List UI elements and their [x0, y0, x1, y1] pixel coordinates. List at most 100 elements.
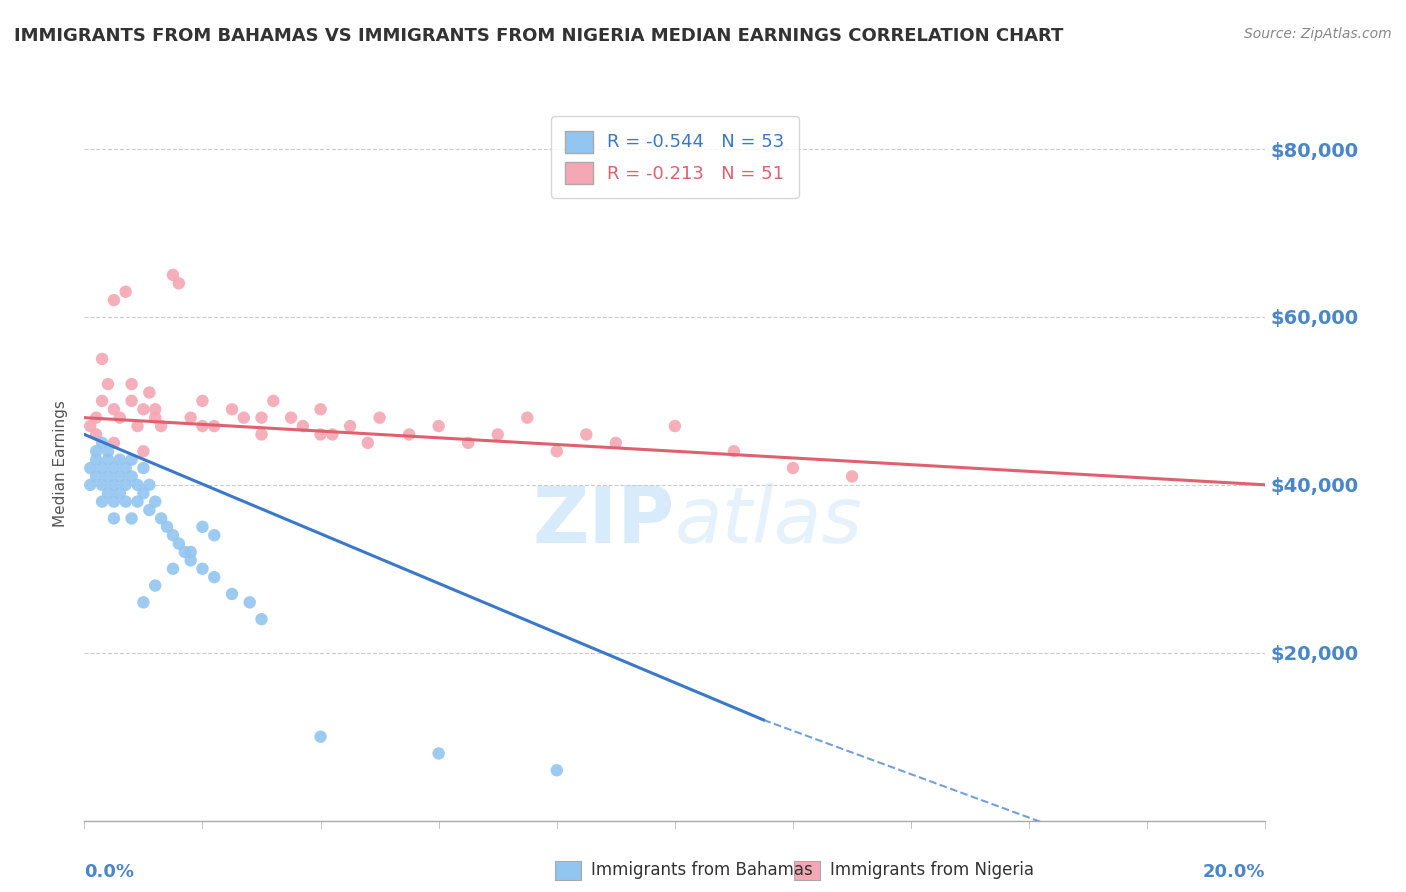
Point: [127, 494, 149, 508]
Point: [191, 520, 214, 534]
Point: [357, 435, 380, 450]
Text: 20.0%: 20.0%: [1204, 863, 1265, 881]
Point: [841, 469, 863, 483]
Text: Source: ZipAtlas.com: Source: ZipAtlas.com: [1244, 27, 1392, 41]
Point: [150, 511, 173, 525]
Point: [84, 444, 107, 458]
Point: [143, 494, 166, 508]
Point: [84, 469, 107, 483]
Point: [103, 494, 125, 508]
Point: [108, 452, 131, 467]
Text: Immigrants from Bahamas: Immigrants from Bahamas: [591, 861, 813, 879]
Point: [156, 520, 179, 534]
Point: [103, 511, 125, 525]
Point: [114, 494, 136, 508]
Point: [250, 427, 273, 442]
Point: [150, 419, 173, 434]
Point: [108, 410, 131, 425]
Point: [280, 410, 302, 425]
Point: [167, 277, 190, 291]
Point: [84, 452, 107, 467]
Point: [486, 427, 509, 442]
Point: [309, 427, 332, 442]
Point: [97, 444, 120, 458]
Point: [91, 494, 114, 508]
Point: [121, 469, 143, 483]
Point: [162, 528, 184, 542]
Point: [132, 595, 155, 609]
Point: [108, 486, 131, 500]
Point: [173, 545, 195, 559]
Point: [180, 545, 202, 559]
Point: [114, 478, 136, 492]
Point: [121, 393, 143, 408]
Point: [605, 435, 627, 450]
Point: [79, 461, 101, 475]
Point: [368, 410, 391, 425]
Point: [97, 469, 120, 483]
Point: [546, 764, 568, 778]
Point: [250, 612, 273, 626]
Point: [221, 587, 243, 601]
Point: [97, 452, 120, 467]
Point: [221, 402, 243, 417]
Point: [239, 595, 262, 609]
Point: [114, 461, 136, 475]
Point: [202, 419, 225, 434]
Point: [114, 285, 136, 299]
Point: [162, 268, 184, 282]
Text: 0.0%: 0.0%: [84, 863, 135, 881]
Point: [127, 478, 149, 492]
Point: [232, 410, 254, 425]
Point: [79, 478, 101, 492]
Point: [103, 461, 125, 475]
Point: [132, 461, 155, 475]
Point: [546, 444, 568, 458]
Point: [132, 444, 155, 458]
Point: [782, 461, 804, 475]
Point: [132, 402, 155, 417]
Point: [121, 452, 143, 467]
Text: Immigrants from Nigeria: Immigrants from Nigeria: [830, 861, 1033, 879]
Point: [321, 427, 343, 442]
Point: [427, 747, 450, 761]
Y-axis label: Median Earnings: Median Earnings: [53, 401, 69, 527]
Point: [664, 419, 686, 434]
Point: [79, 419, 101, 434]
Point: [103, 293, 125, 307]
Point: [91, 461, 114, 475]
Point: [138, 385, 160, 400]
Point: [108, 469, 131, 483]
Point: [132, 486, 155, 500]
Text: ZIP: ZIP: [533, 483, 675, 559]
Point: [191, 562, 214, 576]
Point: [91, 435, 114, 450]
Point: [127, 419, 149, 434]
Point: [309, 730, 332, 744]
Point: [575, 427, 598, 442]
Legend: R = -0.544   N = 53, R = -0.213   N = 51: R = -0.544 N = 53, R = -0.213 N = 51: [551, 116, 799, 198]
Point: [339, 419, 361, 434]
Point: [84, 427, 107, 442]
Point: [291, 419, 314, 434]
Point: [138, 503, 160, 517]
Point: [309, 402, 332, 417]
Point: [250, 410, 273, 425]
Point: [97, 486, 120, 500]
Text: IMMIGRANTS FROM BAHAMAS VS IMMIGRANTS FROM NIGERIA MEDIAN EARNINGS CORRELATION C: IMMIGRANTS FROM BAHAMAS VS IMMIGRANTS FR…: [14, 27, 1063, 45]
Point: [143, 410, 166, 425]
Point: [180, 410, 202, 425]
Point: [143, 578, 166, 592]
Point: [97, 377, 120, 392]
Point: [84, 410, 107, 425]
Point: [202, 570, 225, 584]
Point: [398, 427, 420, 442]
Point: [427, 419, 450, 434]
Point: [457, 435, 479, 450]
Text: atlas: atlas: [675, 483, 863, 559]
Point: [91, 393, 114, 408]
Point: [103, 402, 125, 417]
Point: [143, 402, 166, 417]
Point: [167, 536, 190, 550]
Point: [723, 444, 745, 458]
